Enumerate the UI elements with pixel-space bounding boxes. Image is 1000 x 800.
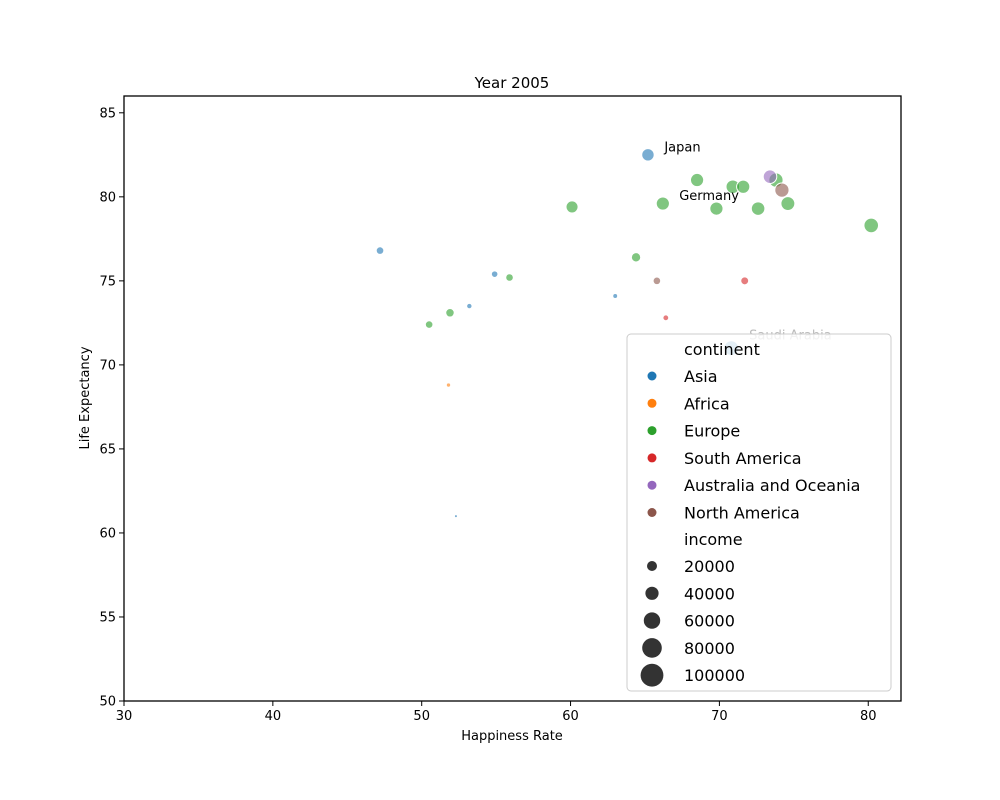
legend-size-title: income (684, 530, 743, 549)
x-tick-label: 30 (116, 709, 133, 724)
legend-marker (647, 453, 657, 463)
y-tick-label: 65 (99, 442, 116, 457)
legend-size-marker (642, 638, 662, 658)
data-point (565, 200, 579, 214)
data-point (490, 270, 499, 278)
chart-title: Year 2005 (474, 74, 550, 92)
data-point (641, 148, 655, 162)
legend-label: South America (684, 449, 802, 468)
legend-label: Africa (684, 394, 730, 413)
data-point (612, 293, 619, 299)
data-point (709, 201, 724, 216)
data-point (863, 217, 880, 234)
x-tick-label: 40 (265, 709, 282, 724)
point-annotation: Germany (679, 189, 739, 204)
legend-marker (647, 426, 657, 436)
legend-marker (647, 371, 657, 381)
data-point (736, 179, 751, 194)
x-axis-label: Happiness Rate (461, 729, 563, 744)
legend-size-label: 60000 (684, 612, 735, 631)
data-point (762, 169, 778, 184)
y-axis-label: Life Expectancy (78, 346, 93, 449)
y-tick-label: 80 (99, 190, 116, 205)
y-tick-label: 70 (99, 358, 116, 373)
legend-marker (647, 398, 657, 408)
point-annotation: Japan (663, 140, 700, 155)
data-point (780, 196, 796, 212)
y-tick-label: 50 (99, 695, 116, 710)
legend-box (626, 333, 892, 692)
legend-label: Australia and Oceania (684, 476, 860, 495)
legend-marker (647, 508, 657, 517)
y-tick-label: 85 (99, 106, 116, 121)
x-axis: 30 40 50 60 70 80 (116, 701, 877, 724)
legend-size-label: 40000 (684, 584, 735, 603)
legend-size-label: 80000 (684, 639, 735, 658)
data-point (453, 514, 458, 519)
y-tick-label: 55 (99, 610, 116, 625)
data-point (630, 252, 642, 263)
legend-size-marker (640, 663, 664, 687)
x-tick-label: 60 (562, 709, 579, 724)
legend-size-label: 100000 (684, 666, 745, 685)
legend-label: Europe (684, 422, 740, 441)
data-point (774, 182, 790, 198)
legend-size-marker (643, 612, 661, 629)
data-point (652, 276, 662, 286)
legend-size-marker (647, 561, 657, 571)
data-point (740, 276, 750, 286)
legend-label: North America (684, 504, 800, 523)
data-point (655, 196, 670, 211)
legend-marker (647, 480, 657, 490)
plot-frame (123, 95, 902, 702)
data-point (689, 172, 705, 188)
x-tick-label: 50 (413, 709, 430, 724)
legend-size-label: 20000 (684, 557, 735, 576)
y-tick-label: 60 (99, 526, 116, 541)
y-axis: 50 55 60 65 70 75 80 85 (99, 106, 124, 710)
legend: continent Asia Africa Europe South America A… (626, 333, 892, 692)
legend-label: Asia (684, 367, 718, 386)
data-point (375, 246, 385, 255)
x-tick-label: 80 (860, 709, 877, 724)
data-point (505, 273, 514, 282)
data-point (750, 201, 766, 216)
data-point (662, 314, 670, 322)
data-point (424, 320, 434, 329)
data-point (445, 382, 452, 388)
x-tick-label: 70 (711, 709, 728, 724)
data-point (466, 302, 473, 310)
legend-hue-title: continent (684, 340, 760, 359)
legend-size-marker (645, 586, 659, 600)
y-tick-label: 75 (99, 274, 116, 289)
data-point (445, 308, 455, 318)
